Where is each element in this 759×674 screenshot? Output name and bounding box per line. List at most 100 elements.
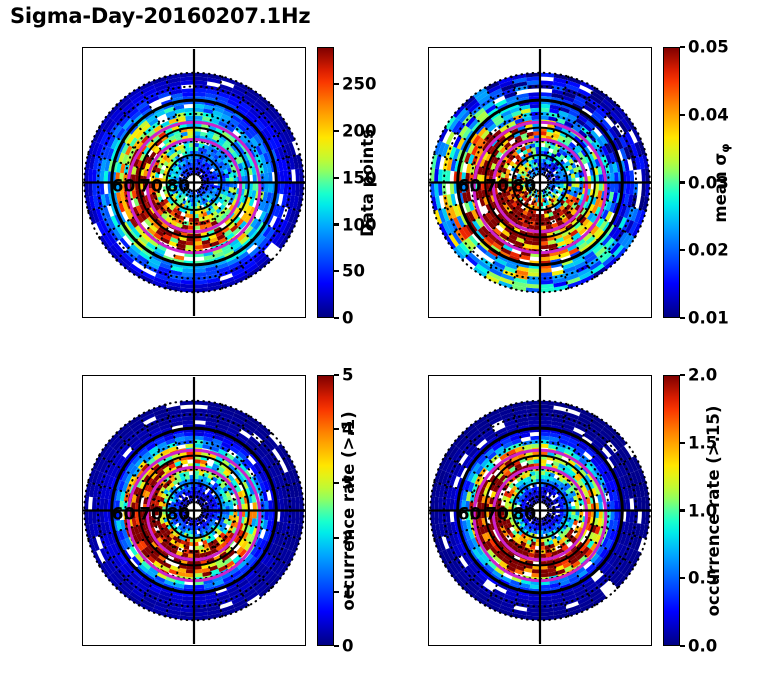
colorbar-tick-mark [334, 223, 339, 226]
colorbar-tick-mark [680, 316, 685, 320]
colorbar-tick-mark [334, 482, 339, 485]
latitude-tick-label: 80 [167, 177, 191, 197]
colorbar-tick-label: 1.5 [688, 433, 718, 453]
colorbar-tick-mark [334, 270, 339, 273]
colorbar-tick-mark [334, 316, 339, 320]
colorbar-tick-mark [680, 441, 685, 444]
colorbar-ticks: 0.0 0.5 1.0 1.5 2.0 [663, 366, 717, 656]
colorbar-tick-mark [680, 113, 685, 116]
colorbar-tick-mark [680, 577, 685, 580]
latitude-tick-labels: 60 70 80 [112, 505, 191, 525]
polar-plot-area: 60 70 80 [428, 375, 652, 646]
polar-grid-svg: 60 70 80 [82, 377, 306, 644]
colorbar-tick-label: 0.0 [688, 636, 718, 656]
latitude-tick-label: 80 [167, 505, 191, 525]
colorbar-data-points[interactable]: 0 50 100 150 200 250 [317, 47, 376, 328]
colorbar-tick-mark [680, 249, 685, 252]
polar-grid-svg: 60 70 80 [428, 49, 652, 316]
colorbar-tick-label: 50 [342, 261, 365, 281]
colorbar-tick-mark [334, 536, 339, 539]
colorbar-tick-label: 2 [342, 528, 354, 548]
latitude-tick-labels: 60 70 80 [112, 177, 191, 197]
colorbar-tick-label: 100 [342, 215, 377, 235]
crosshair-axes [82, 49, 306, 316]
polar-grid-svg: 60 70 80 [428, 377, 652, 644]
colorbar-tick-label: 0.01 [688, 308, 729, 328]
latitude-tick-label: 80 [513, 505, 537, 525]
colorbar-title-occurrence-rate-15: occurrence rate (>.15) [703, 405, 723, 616]
colorbar-tick-mark [334, 644, 339, 648]
panel-occurrence-rate-15[interactable]: 60 70 80 [428, 375, 652, 646]
colorbar-tick-mark [334, 373, 339, 377]
colorbar-tick-label: 0.02 [688, 240, 729, 260]
polar-plot-area: 60 70 80 [428, 47, 652, 318]
colorbar-tick-label: 3 [342, 473, 354, 493]
figure-title: Sigma-Day-20160207.1Hz [10, 4, 311, 28]
colorbar-tick-mark [680, 181, 685, 184]
heatmap-bins [430, 72, 650, 293]
colorbar-tick-label: 0.03 [688, 173, 729, 192]
colorbar-tick-label: 0.04 [688, 105, 729, 125]
colorbar-title-mean-sigma-phi: mean σφ [711, 143, 732, 222]
colorbar-occurrence-rate-1[interactable]: 0 1 2 3 4 5 [317, 366, 353, 656]
colorbar-tick-label: 0 [342, 308, 354, 328]
colorbar-tick-label: 0 [342, 636, 354, 656]
heatmap-bins [84, 72, 304, 293]
colorbar-gradient [663, 375, 680, 646]
dotted-mlt-spokes [429, 399, 651, 622]
crosshair-axes [82, 377, 306, 644]
crosshair-axes [428, 377, 652, 644]
colorbar-tick-label: 200 [342, 121, 377, 141]
colorbar-occurrence-rate-15[interactable]: 0.0 0.5 1.0 1.5 2.0 [663, 366, 717, 656]
colorbar-tick-mark [334, 130, 339, 133]
panel-occurrence-rate-1[interactable]: 60 70 80 [82, 375, 306, 646]
latitude-tick-labels: 60 70 80 [458, 505, 537, 525]
latitude-tick-labels: 60 70 80 [458, 177, 537, 197]
colorbar-title-prefix: mean [711, 165, 731, 223]
colorbar-title-data-points: Data points [357, 128, 377, 237]
colorbar-tick-mark [680, 644, 685, 648]
colorbar-ticks: 0 50 100 150 200 250 [317, 47, 376, 328]
colorbar-tick-label: 4 [342, 419, 354, 439]
latitude-tick-label: 80 [513, 177, 537, 197]
latitude-tick-label: 70 [485, 505, 509, 525]
colorbar-tick-label: 0.05 [688, 37, 729, 57]
colorbar-ticks: 0 1 2 3 4 5 [317, 366, 353, 656]
colorbar-tick-label: 150 [342, 168, 377, 188]
polar-plot-area: 60 70 80 [82, 375, 306, 646]
phi-subscript: φ [718, 142, 733, 153]
colorbar-tick-mark [680, 45, 685, 49]
colorbar-tick-label: 250 [342, 74, 377, 94]
colorbar-mean-sigma-phi[interactable]: 0.01 0.02 0.03 0.04 0.05 [663, 38, 729, 328]
colorbar-tick-label: 2.0 [688, 365, 718, 385]
colorbar-tick-mark [680, 509, 685, 512]
colorbar-tick-label: 1 [342, 582, 354, 602]
colorbar-tick-label: 5 [342, 365, 354, 385]
colorbar-gradient [317, 47, 334, 318]
colorbar-tick-label: 1.0 [688, 501, 718, 520]
latitude-tick-label: 70 [139, 177, 163, 197]
colorbar-tick-mark [334, 590, 339, 593]
colorbar-tick-mark [334, 176, 339, 179]
latitude-tick-label: 70 [139, 505, 163, 525]
latitude-tick-label: 70 [485, 177, 509, 197]
polar-grid-svg: 60 70 80 [82, 49, 306, 316]
sigma-symbol: σ [711, 152, 731, 166]
panel-data-points[interactable]: 60 70 80 [82, 47, 306, 318]
latitude-tick-label: 60 [458, 505, 482, 525]
colorbar-ticks: 0.01 0.02 0.03 0.04 0.05 [663, 38, 729, 328]
latitude-tick-label: 60 [458, 177, 482, 197]
latitude-tick-label: 60 [112, 505, 136, 525]
colorbar-gradient [663, 47, 680, 318]
latitude-tick-label: 60 [112, 177, 136, 197]
crosshair-axes [428, 49, 652, 316]
colorbar-tick-mark [680, 373, 685, 377]
colorbar-tick-mark [334, 83, 339, 86]
colorbar-tick-label: 0.5 [688, 568, 718, 588]
colorbar-title-occurrence-rate-1: occurrence rate (>.1) [338, 410, 358, 611]
colorbar-gradient [317, 375, 334, 646]
polar-plot-area: 60 70 80 [82, 47, 306, 318]
panel-mean-sigma-phi[interactable]: 60 70 80 [428, 47, 652, 318]
colorbar-tick-mark [334, 428, 339, 431]
